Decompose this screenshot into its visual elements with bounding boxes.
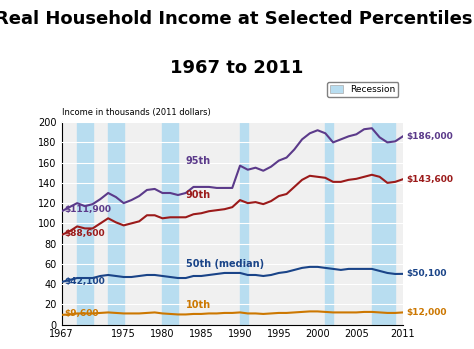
- Bar: [163, 122, 178, 325]
- Text: $143,600: $143,600: [407, 175, 454, 184]
- Bar: [240, 122, 248, 325]
- Text: $88,600: $88,600: [64, 229, 105, 238]
- Text: 50th (median): 50th (median): [186, 259, 264, 269]
- Bar: [77, 122, 92, 325]
- Text: $42,100: $42,100: [64, 276, 105, 285]
- Bar: [108, 122, 124, 325]
- Text: Real Household Income at Selected Percentiles:: Real Household Income at Selected Percen…: [0, 10, 474, 29]
- Text: 1967 to 2011: 1967 to 2011: [170, 59, 304, 77]
- Legend: Recession: Recession: [327, 82, 398, 97]
- Bar: [372, 122, 395, 325]
- Text: 90th: 90th: [186, 190, 211, 200]
- Text: $12,000: $12,000: [407, 308, 447, 317]
- Text: $111,900: $111,900: [64, 205, 111, 214]
- Text: Income in thousands (2011 dollars): Income in thousands (2011 dollars): [62, 108, 210, 117]
- Text: 95th: 95th: [186, 156, 211, 166]
- Bar: [325, 122, 333, 325]
- Text: $186,000: $186,000: [407, 132, 454, 141]
- Text: $9,600: $9,600: [64, 310, 99, 318]
- Text: $50,100: $50,100: [407, 269, 447, 279]
- Text: 10th: 10th: [186, 300, 211, 310]
